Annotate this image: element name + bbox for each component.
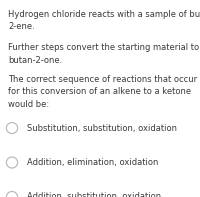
Text: Hydrogen chloride reacts with a sample of but-
2-ene.: Hydrogen chloride reacts with a sample o… <box>8 10 200 31</box>
Text: Further steps convert the starting material to
butan-2-one.: Further steps convert the starting mater… <box>8 43 199 65</box>
Circle shape <box>6 123 18 134</box>
Circle shape <box>6 191 18 197</box>
Text: Addition, elimination, oxidation: Addition, elimination, oxidation <box>27 158 158 167</box>
Text: Addition, substitution, oxidation: Addition, substitution, oxidation <box>27 192 161 197</box>
Text: Substitution, substitution, oxidation: Substitution, substitution, oxidation <box>27 124 177 133</box>
Circle shape <box>6 157 18 168</box>
Text: The correct sequence of reactions that occur
for this conversion of an alkene to: The correct sequence of reactions that o… <box>8 75 197 109</box>
